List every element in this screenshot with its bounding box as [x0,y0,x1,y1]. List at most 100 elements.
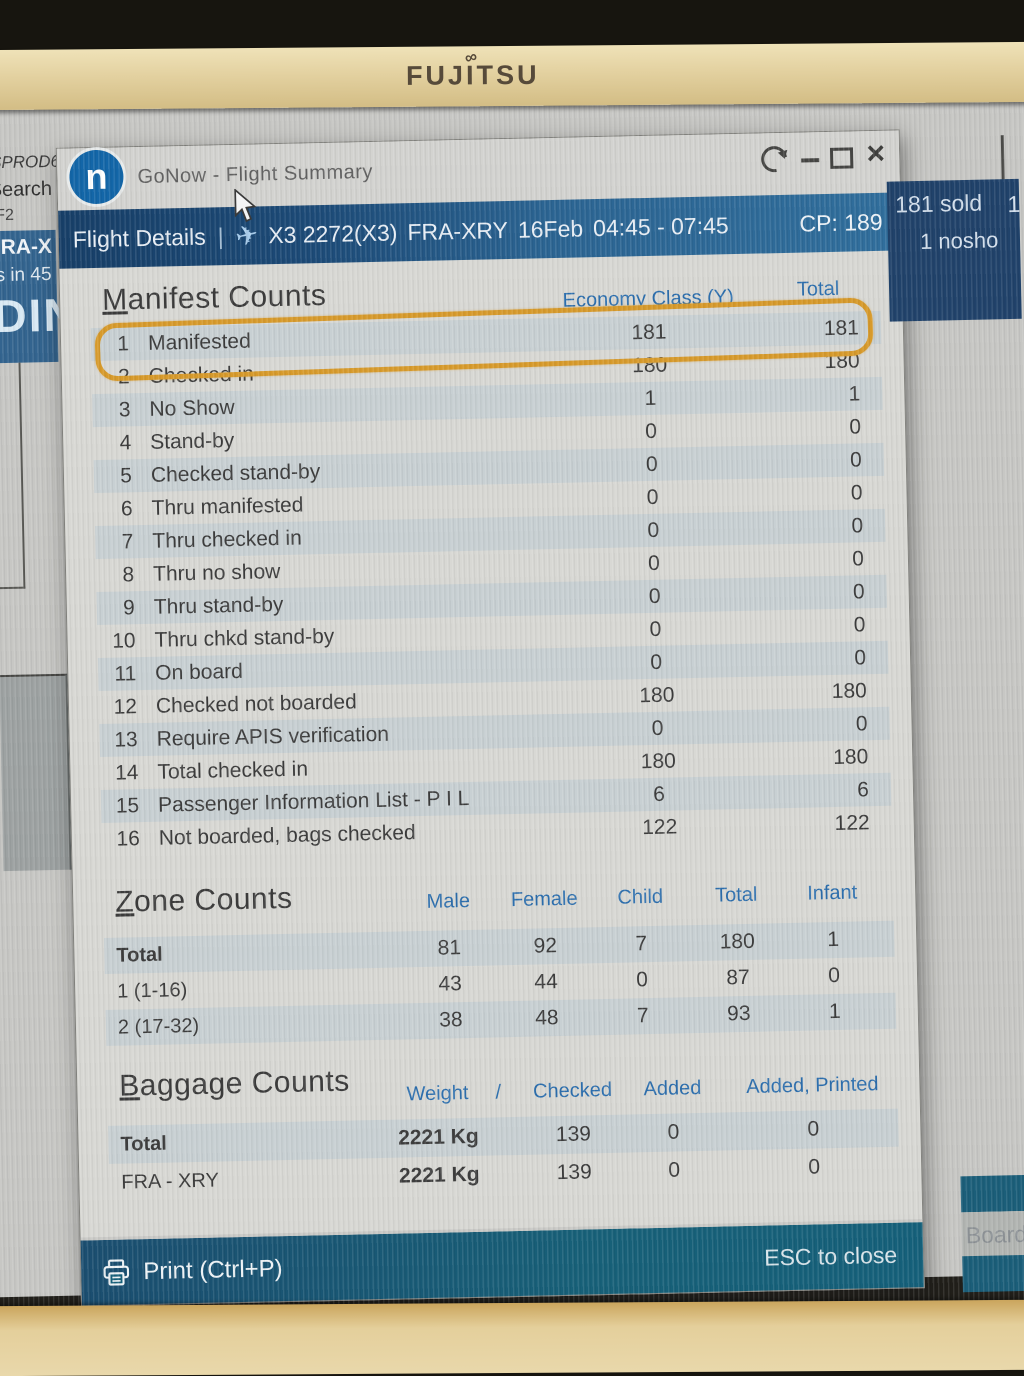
row-total-value: 0 [782,481,863,507]
background-pane-border [0,587,25,590]
flight-details-label: Flight Details [72,223,205,253]
row-label: Checked not boarded [147,686,527,718]
background-search-label[interactable]: Search [0,178,52,202]
gonow-logo-icon: n [69,149,124,204]
background-sold-panel: 181 sold 1 nosho 1 [887,179,1022,322]
row-label: Total [104,938,401,967]
row-number: 15 [101,793,150,818]
added-printed-value: 0 [719,1153,909,1181]
female-value: 44 [498,969,595,995]
female-column-header: Female [496,887,592,912]
row-label: Require APIS verification [147,719,527,751]
row-total-value: 0 [786,646,867,672]
male-value: 81 [401,935,498,961]
row-number: 6 [94,497,143,522]
row-total-value: 180 [788,745,869,771]
added-printed-column-header: Added, Printed [717,1072,907,1099]
row-economy-value: 180 [528,746,788,776]
minimize-icon[interactable] [801,158,819,162]
total-value: 180 [689,929,786,955]
row-number: 16 [102,826,151,851]
row-total-value: 1 [780,382,861,408]
row-total-value: 180 [787,679,868,705]
female-value: 92 [497,933,594,959]
background-pane-border [18,363,25,589]
total-value: 87 [690,965,787,991]
row-label: Stand-by [141,422,521,454]
male-value: 43 [402,971,499,997]
row-label: Total [108,1128,358,1156]
row-number: 4 [93,431,142,456]
row-number: 8 [96,562,145,587]
female-value: 48 [499,1005,596,1031]
total-value: 93 [691,1001,788,1027]
checked-value: 139 [518,1122,628,1148]
row-total-value: 0 [784,547,865,573]
flight-number: X3 2272(X3) [268,219,398,249]
refresh-icon[interactable] [756,141,792,177]
monitor-screen: SPROD6 Search F2 FRA-X s in 45 DIN 181 s… [0,98,1024,1308]
infant-column-header: Infant [784,881,880,906]
background-flight-panel: FRA-X s in 45 DIN [0,230,58,364]
print-button-label: Print (Ctrl+P) [143,1255,283,1286]
added-printed-value: 0 [718,1115,908,1143]
row-economy-value: 1 [520,384,780,414]
child-column-header: Child [592,885,688,910]
child-value: 7 [593,931,690,957]
flight-date: 16Feb [518,215,584,243]
checked-column-header: Checked [517,1079,627,1104]
row-label: Checked stand-by [142,455,522,487]
background-f2-label: F2 [0,207,14,225]
row-number: 14 [100,760,149,785]
monitor-bezel-top: FUJITSU ∞ [0,42,1024,110]
background-board-button[interactable]: Board [960,1175,1024,1293]
added-value: 0 [629,1158,720,1184]
row-economy-value: 0 [524,549,784,579]
row-economy-value: 0 [522,483,782,513]
child-value: 0 [594,967,691,993]
row-label: Thru manifested [142,488,522,520]
print-button[interactable]: Print (Ctrl+P) [101,1255,283,1287]
maximize-icon[interactable] [830,147,853,168]
sold-count: 181 sold [895,190,983,219]
row-label: Passenger Information List - P I L [149,785,529,817]
fujitsu-logo: FUJITSU ∞ [406,60,540,92]
row-number: 12 [99,694,148,719]
capacity-value: CP: 189 [799,208,883,237]
noshow-count: 1 nosho [920,227,999,255]
row-label: Thru checked in [143,521,523,553]
background-countdown-text: s in 45 [0,264,52,287]
row-total-value: 122 [789,811,870,837]
infant-value: 1 [785,927,882,953]
row-economy-value: 0 [521,417,781,447]
close-icon[interactable]: × [866,135,885,172]
gonow-logo-letter: n [85,156,108,198]
row-label: Not boarded, bags checked [150,818,530,850]
row-economy-value: 0 [526,648,786,678]
male-column-header: Male [400,889,496,914]
row-economy-value: 180 [527,681,787,711]
row-economy-value: 0 [523,516,783,546]
row-number: 10 [97,628,146,653]
row-label: 2 (17-32) [106,1010,403,1039]
background-scroll-panel[interactable] [0,674,72,871]
row-label: No Show [140,389,520,421]
row-total-value: 0 [787,712,868,738]
row-label: 1 (1-16) [105,974,402,1003]
added-column-header: Added [627,1077,717,1102]
partial-count: 1 [1007,191,1020,218]
weight-value: 2221 Kg [358,1124,518,1151]
esc-to-close-hint: ESC to close [764,1242,898,1272]
row-total-value: 0 [781,415,862,441]
mouse-cursor [232,188,261,230]
flight-time: 04:45 - 07:45 [593,212,729,242]
weight-column-header: Weight [357,1081,517,1107]
row-total-value: 0 [783,514,864,540]
row-total-value: 0 [782,448,863,474]
row-number: 9 [97,595,146,620]
zone-table: Total 81 92 7 180 1 1 (1-16) 43 44 0 87 … [104,921,896,1046]
weight-checked-slash: / [495,1081,501,1104]
row-number: 11 [98,661,147,686]
added-value: 0 [628,1120,719,1146]
printer-icon [101,1258,132,1287]
